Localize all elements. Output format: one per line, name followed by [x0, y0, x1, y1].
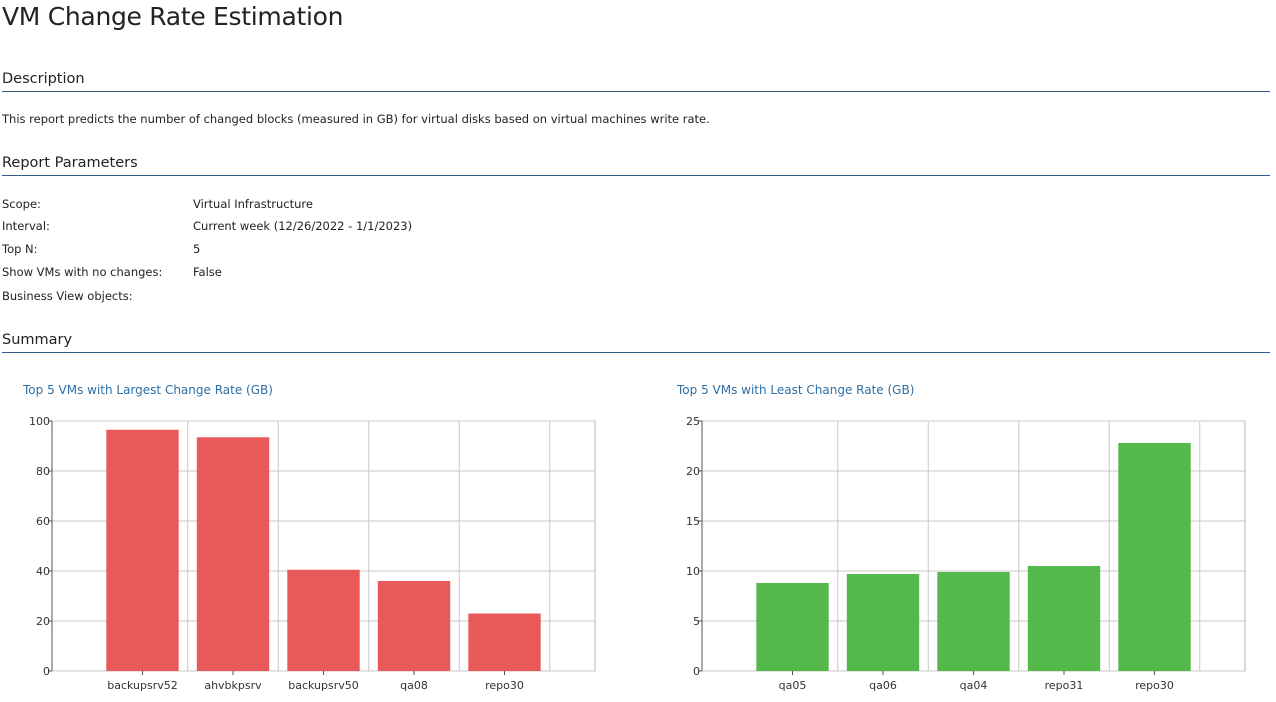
bar-least-qa04	[937, 572, 1010, 671]
x-tick-label: repo30	[485, 679, 524, 692]
y-tick-label: 20	[686, 465, 700, 478]
summary-header: Summary	[2, 332, 1270, 353]
y-tick-label: 40	[36, 565, 50, 578]
y-tick-label: 0	[43, 665, 50, 678]
param-label: Interval:	[2, 219, 50, 233]
bar-least-qa05	[756, 583, 829, 671]
report-parameters-header: Report Parameters	[2, 155, 1270, 176]
page-title: VM Change Rate Estimation	[2, 2, 344, 31]
bar-least-repo30	[1118, 443, 1191, 671]
param-value: Current week (12/26/2022 - 1/1/2023)	[193, 219, 413, 233]
param-label: Show VMs with no changes:	[2, 265, 163, 279]
param-label: Scope:	[2, 197, 41, 211]
y-tick-label: 0	[693, 665, 700, 678]
bar-largest-backupsrv52	[106, 429, 179, 671]
chart-title-least: Top 5 VMs with Least Change Rate (GB)	[677, 383, 915, 397]
x-tick-label: qa05	[779, 679, 807, 692]
x-tick-label: ahvbkpsrv	[204, 679, 262, 692]
param-label: Top N:	[2, 242, 38, 256]
y-tick-label: 80	[36, 465, 50, 478]
x-tick-label: repo30	[1135, 679, 1174, 692]
chart-largest-change-rate: 0 20 40 60 80 100 backupsrv52 ahvbkpsrv backupsr…	[29, 415, 596, 692]
x-tick-label: qa04	[960, 679, 988, 692]
y-tick-label: 25	[686, 415, 700, 428]
description-text: This report predicts the number of chang…	[2, 112, 710, 126]
param-value: Virtual Infrastructure	[193, 197, 313, 211]
chart-least-change-rate: 0 5 10 15 20 25 qa05 qa06 qa04 repo31 repo30	[686, 415, 1246, 692]
x-tick-label: repo31	[1045, 679, 1084, 692]
bar-largest-backupsrv50	[287, 569, 360, 671]
y-tick-label: 100	[29, 415, 50, 428]
y-tick-label: 10	[686, 565, 700, 578]
bar-largest-repo30	[468, 613, 541, 671]
chart-title-largest: Top 5 VMs with Largest Change Rate (GB)	[23, 383, 273, 397]
y-tick-label: 15	[686, 515, 700, 528]
bar-largest-qa08	[377, 581, 451, 671]
y-tick-label: 60	[36, 515, 50, 528]
bar-least-qa06	[846, 574, 920, 671]
x-tick-label: qa06	[869, 679, 897, 692]
x-tick-label: backupsrv50	[288, 679, 359, 692]
param-value: False	[193, 265, 222, 279]
y-tick-label: 5	[693, 615, 700, 628]
x-tick-label: qa08	[400, 679, 428, 692]
param-value: 5	[193, 242, 201, 256]
bar-least-repo31	[1027, 566, 1101, 671]
y-tick-label: 20	[36, 615, 50, 628]
bar-largest-ahvbkpsrv	[196, 437, 270, 671]
x-tick-label: backupsrv52	[107, 679, 178, 692]
description-header: Description	[2, 71, 1270, 92]
param-label: Business View objects:	[2, 289, 133, 303]
